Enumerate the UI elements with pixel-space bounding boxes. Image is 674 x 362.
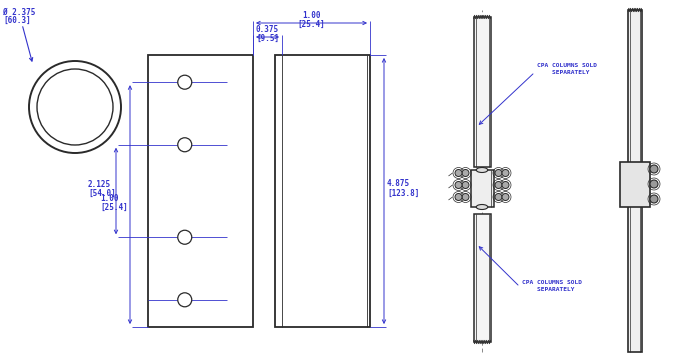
- Circle shape: [455, 169, 462, 177]
- Text: [9.5]: [9.5]: [256, 34, 279, 43]
- Ellipse shape: [29, 61, 121, 153]
- Bar: [275, 55, 370, 327]
- Text: 1.00: 1.00: [100, 194, 119, 203]
- Text: SEPARATELY: SEPARATELY: [522, 287, 574, 292]
- Circle shape: [495, 181, 502, 189]
- Text: [25.4]: [25.4]: [298, 20, 326, 29]
- Text: [25.4]: [25.4]: [100, 203, 128, 212]
- Circle shape: [178, 230, 191, 244]
- Text: 4.875: 4.875: [387, 179, 410, 188]
- Text: Ø 2.375: Ø 2.375: [3, 8, 35, 17]
- Bar: [474, 214, 491, 342]
- Text: [60.3]: [60.3]: [3, 16, 31, 25]
- Bar: [470, 170, 493, 207]
- Ellipse shape: [37, 69, 113, 145]
- Circle shape: [502, 169, 509, 177]
- Circle shape: [502, 194, 509, 201]
- Bar: [628, 10, 642, 352]
- Circle shape: [462, 169, 469, 177]
- Text: 1.00: 1.00: [302, 11, 321, 20]
- Circle shape: [650, 165, 658, 173]
- Circle shape: [495, 169, 502, 177]
- Bar: [620, 162, 650, 207]
- Text: SEPARATELY: SEPARATELY: [537, 70, 590, 75]
- Text: [123.8]: [123.8]: [387, 189, 419, 198]
- Circle shape: [462, 181, 469, 189]
- Circle shape: [178, 293, 191, 307]
- Circle shape: [178, 138, 191, 152]
- Text: 0.375: 0.375: [256, 25, 279, 34]
- Ellipse shape: [477, 168, 488, 173]
- Circle shape: [650, 180, 658, 188]
- Circle shape: [455, 181, 462, 189]
- Circle shape: [462, 194, 469, 201]
- Text: [54.0]: [54.0]: [88, 189, 116, 198]
- Circle shape: [502, 181, 509, 189]
- Circle shape: [495, 194, 502, 201]
- Circle shape: [178, 75, 191, 89]
- Circle shape: [650, 195, 658, 203]
- Text: CPA COLUMNS SOLD: CPA COLUMNS SOLD: [522, 280, 582, 285]
- Ellipse shape: [477, 205, 488, 210]
- Text: CPA COLUMNS SOLD: CPA COLUMNS SOLD: [537, 63, 597, 68]
- Circle shape: [455, 194, 462, 201]
- Text: 2.125: 2.125: [88, 180, 111, 189]
- Bar: [474, 17, 491, 167]
- Bar: [148, 55, 253, 327]
